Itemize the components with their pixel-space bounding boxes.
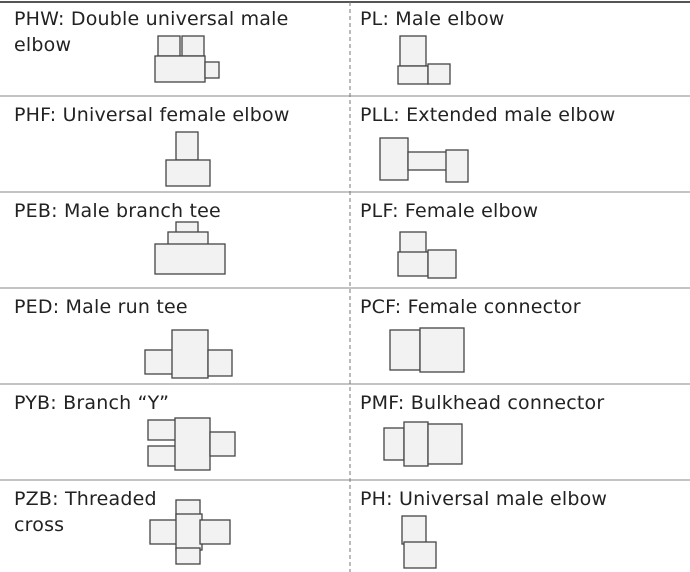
fitting-label: PLF: Female elbow xyxy=(360,200,539,222)
fitting-part xyxy=(397,65,429,85)
fitting-part xyxy=(403,421,429,467)
fitting-part xyxy=(397,251,429,277)
fitting-part xyxy=(419,327,465,373)
fitting-part xyxy=(399,35,427,67)
fitting-part xyxy=(209,431,236,457)
fitting-label: PLL: Extended male elbow xyxy=(360,104,616,126)
fitting-label: PH: Universal male elbow xyxy=(360,488,608,510)
fitting-part xyxy=(154,55,206,83)
fitting-part xyxy=(427,423,463,465)
fitting-label: PHW: Double universal male elbow xyxy=(14,8,289,56)
fitting-label: PYB: Branch “Y” xyxy=(14,392,170,414)
fitting-label: PED: Male run tee xyxy=(14,296,188,318)
fitting-part xyxy=(149,519,181,545)
fitting-part xyxy=(207,349,233,377)
fitting-part xyxy=(175,513,203,551)
fitting-part xyxy=(427,63,451,85)
fitting-part xyxy=(389,329,421,371)
fitting-drawings xyxy=(144,35,469,569)
fitting-part xyxy=(174,417,211,471)
fitting-part xyxy=(171,329,209,379)
fitting-label: PL: Male elbow xyxy=(360,8,505,30)
fitting-part xyxy=(204,61,220,79)
fitting-label: PEB: Male branch tee xyxy=(14,200,221,222)
fitting-part xyxy=(165,159,211,187)
fitting-label: PZB: Threaded cross xyxy=(14,488,157,536)
fitting-part xyxy=(175,547,201,565)
fitting-part xyxy=(154,243,226,275)
fitting-part xyxy=(175,131,199,161)
fitting-part xyxy=(407,151,449,171)
fitting-part xyxy=(199,519,231,545)
fitting-label: PHF: Universal female elbow xyxy=(14,104,290,126)
fitting-label: PMF: Bulkhead connector xyxy=(360,392,605,414)
fitting-part xyxy=(147,419,177,441)
fitting-part xyxy=(403,541,437,569)
fitting-part xyxy=(383,427,405,461)
fitting-label: PCF: Female connector xyxy=(360,296,581,318)
fitting-part xyxy=(445,149,469,183)
fitting-part xyxy=(427,249,457,279)
fitting-part xyxy=(401,515,427,545)
fitting-part xyxy=(144,349,176,375)
fitting-part xyxy=(147,445,177,467)
fitting-part xyxy=(379,137,409,181)
